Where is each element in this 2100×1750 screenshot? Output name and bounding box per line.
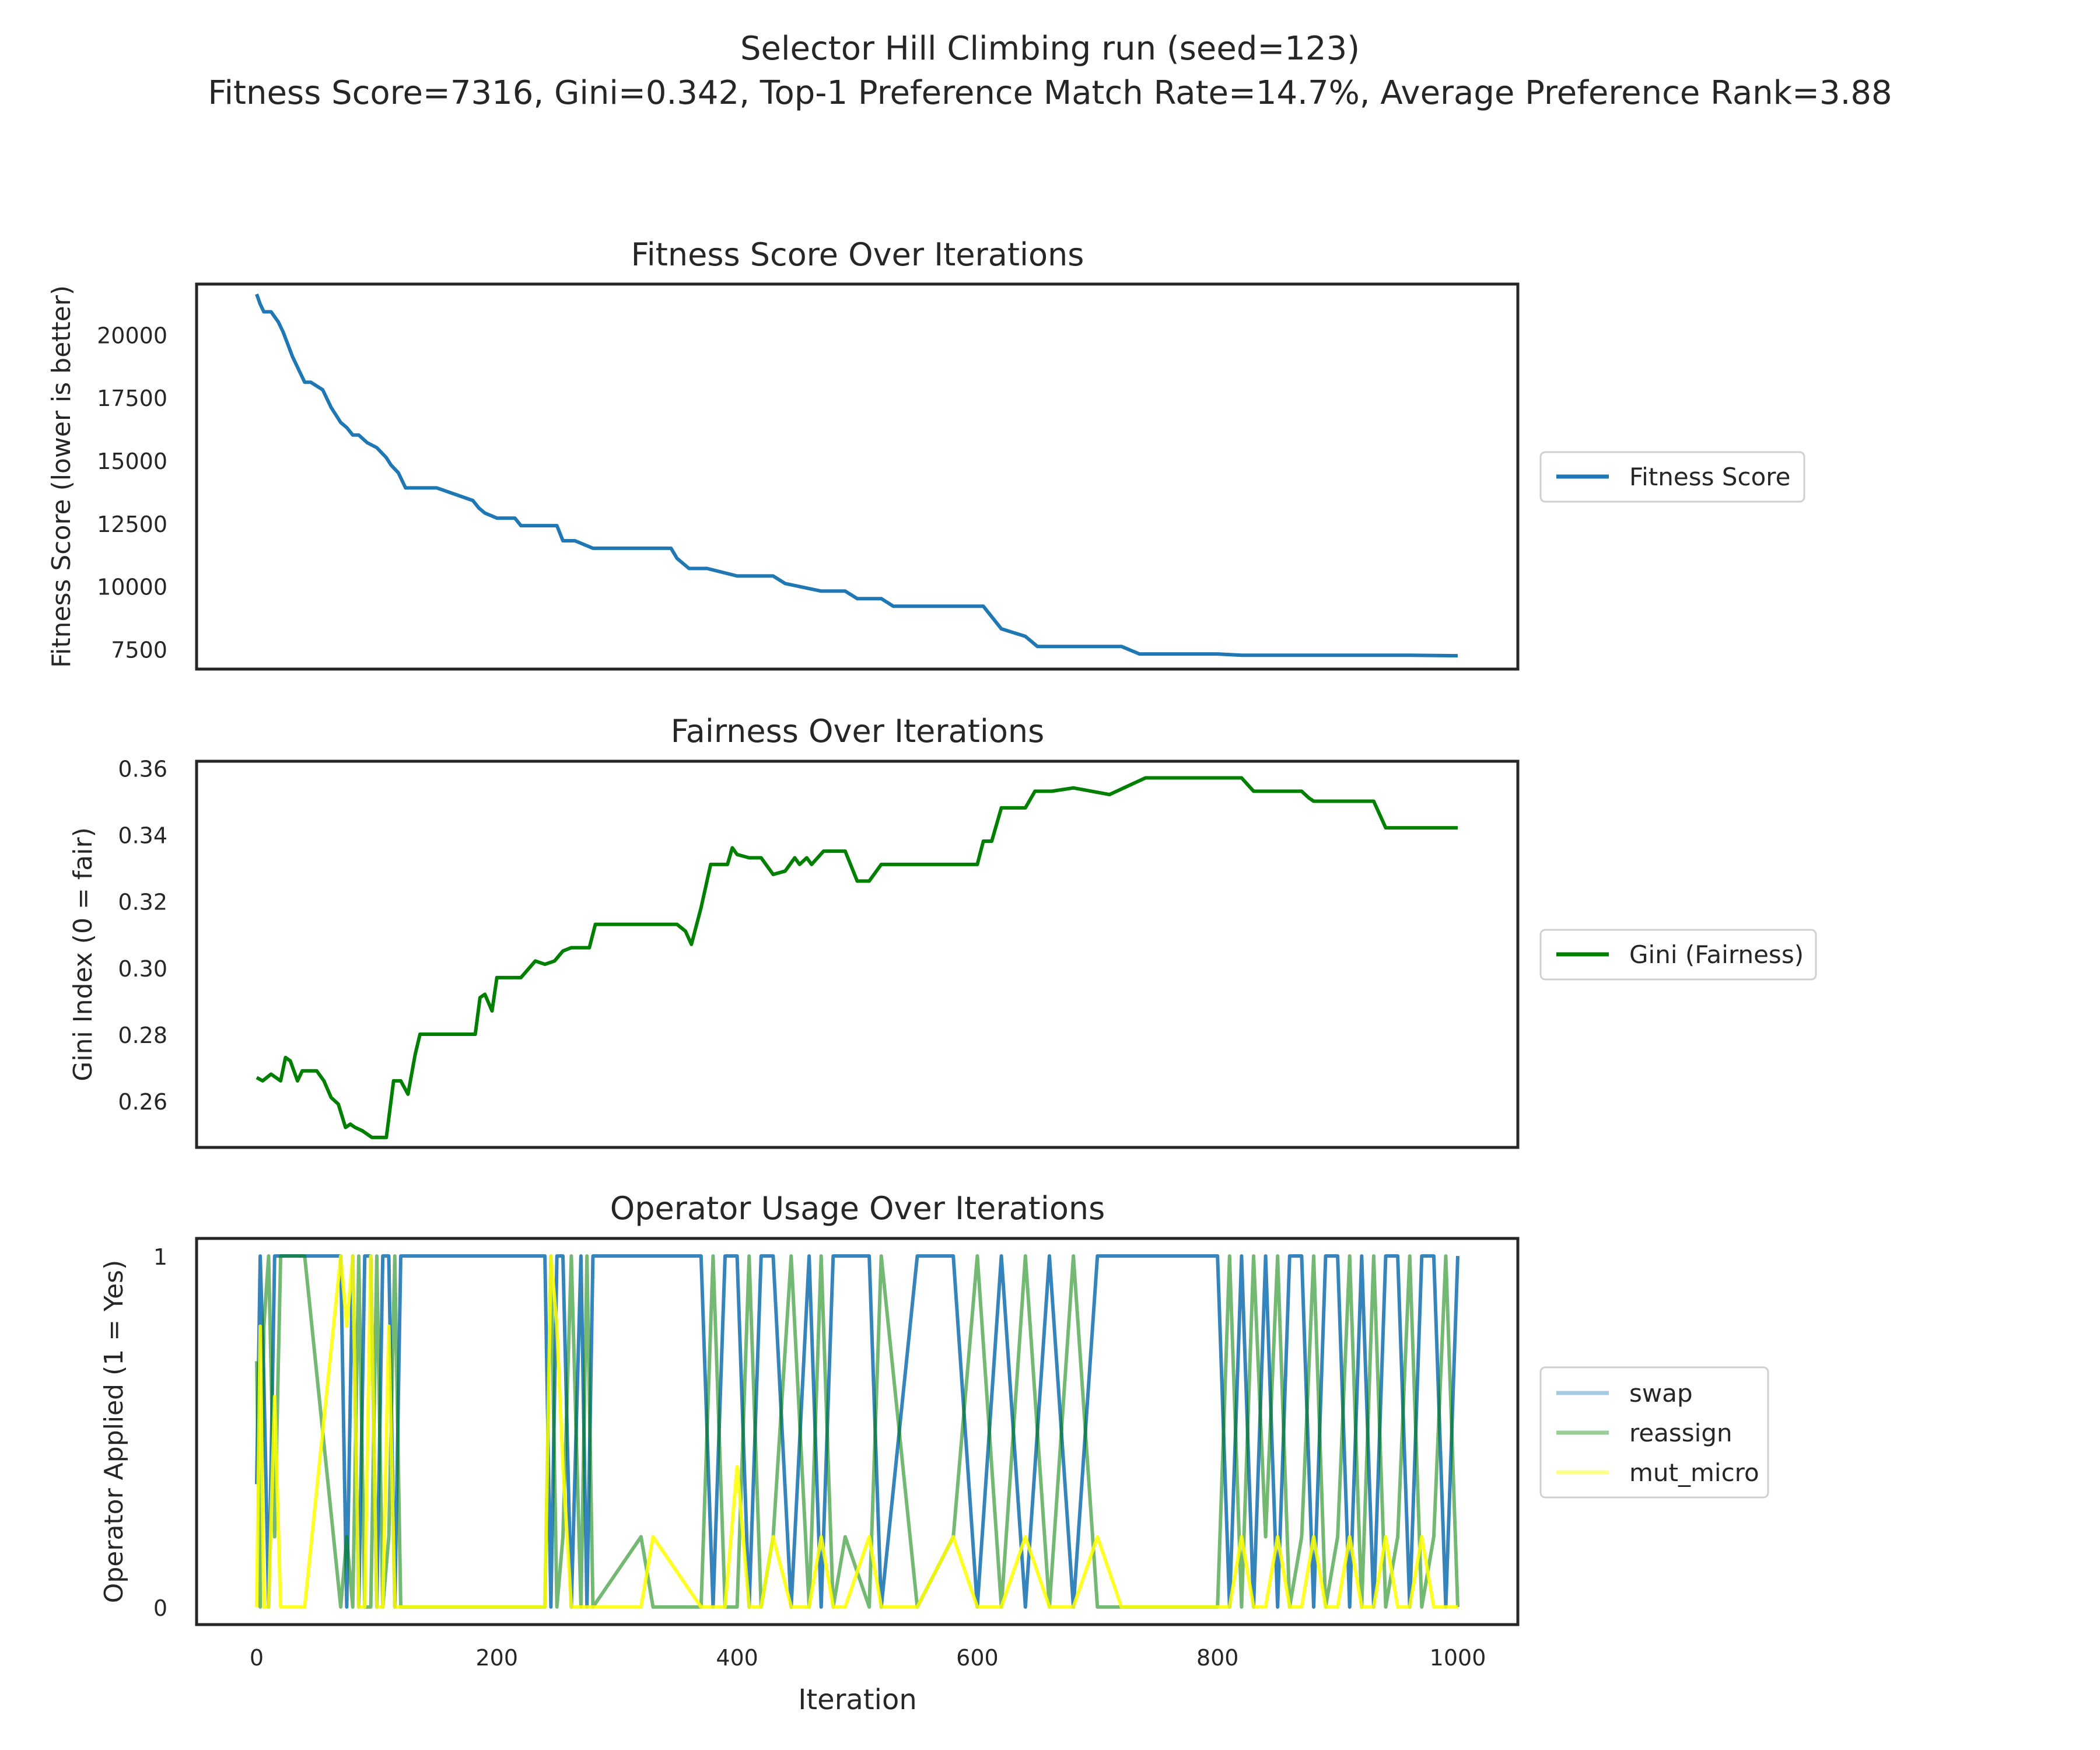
fitness-y-tick-label: 10000: [97, 575, 167, 600]
operator-x-tick-label: 800: [1196, 1645, 1239, 1671]
operator-x-axis-label: Iteration: [798, 1684, 917, 1716]
fitness-legend-label: Fitness Score: [1629, 463, 1790, 491]
fairness-chart-title: Fairness Over Iterations: [671, 713, 1045, 750]
operator-legend: swap reassign mut_micro: [1539, 1366, 1769, 1499]
operator-legend-label-reassign: reassign: [1629, 1419, 1732, 1447]
operator-y-tick-label: 0: [153, 1595, 167, 1621]
fitness-series-line-fitness-score: [255, 293, 1458, 658]
operator-x-ticks: 0 200 400 600 800 1000: [250, 1645, 1486, 1671]
fitness-legend: Fitness Score: [1539, 451, 1805, 503]
fitness-y-tick-label: 15000: [97, 449, 167, 474]
fairness-axes-frame: [195, 760, 1520, 1149]
fitness-legend-box: [1539, 451, 1805, 503]
fairness-legend: Gini (Fairness): [1539, 929, 1817, 981]
operator-plot-area: [255, 1254, 1460, 1609]
fitness-plot-area: [255, 293, 1458, 658]
operator-y-axis-label: Operator Applied (1 = Yes): [99, 1260, 129, 1604]
fitness-y-tick-label: 7500: [111, 637, 167, 663]
fitness-y-tick-label: 12500: [97, 512, 167, 537]
fitness-y-ticks: 7500 10000 12500 15000 17500 20000: [97, 323, 167, 663]
fairness-chart: Fairness Over Iterations 0.26 0.28 0.30 0.3…: [68, 713, 1817, 1149]
operator-series-line-mut-micro: [255, 1254, 1458, 1609]
fairness-y-tick-label: 0.26: [118, 1089, 167, 1115]
operator-axes-frame: [195, 1237, 1520, 1626]
operator-x-tick-label: 0: [250, 1645, 264, 1671]
fairness-y-ticks: 0.26 0.28 0.30 0.32 0.34 0.36: [118, 756, 167, 1115]
operator-x-tick-label: 1000: [1430, 1645, 1486, 1671]
operator-x-tick-label: 200: [476, 1645, 519, 1671]
fitness-y-tick-label: 17500: [97, 386, 167, 411]
fairness-y-tick-label: 0.32: [118, 890, 167, 915]
fitness-y-tick-label: 20000: [97, 323, 167, 348]
fairness-y-axis-label: Gini Index (0 = fair): [68, 827, 98, 1081]
operator-x-tick-label: 400: [716, 1645, 758, 1671]
operator-legend-label-swap: swap: [1629, 1379, 1693, 1408]
figure-title-line2: Fitness Score=7316, Gini=0.342, Top-1 Pr…: [208, 74, 1892, 112]
operator-legend-label-mut-micro: mut_micro: [1629, 1458, 1759, 1487]
fitness-chart-title: Fitness Score Over Iterations: [631, 236, 1084, 273]
operator-chart: Operator Usage Over Iterations 01 0 200 40…: [99, 1190, 1769, 1716]
fairness-plot-area: [256, 776, 1458, 1139]
fitness-y-axis-label: Fitness Score (lower is better): [47, 285, 76, 668]
fairness-legend-box: [1539, 929, 1817, 981]
fairness-series-line-gini-fairness-: [256, 776, 1458, 1139]
operator-series-line-reassign: [255, 1254, 1460, 1609]
fairness-legend-label: Gini (Fairness): [1629, 940, 1804, 969]
operator-y-ticks: 01: [153, 1244, 167, 1621]
fairness-y-tick-label: 0.30: [118, 956, 167, 982]
fitness-axes-frame: [195, 282, 1520, 671]
operator-chart-title: Operator Usage Over Iterations: [610, 1190, 1105, 1227]
figure-title-line1: Selector Hill Climbing run (seed=123): [740, 30, 1360, 68]
operator-y-tick-label: 1: [153, 1244, 167, 1270]
fairness-y-tick-label: 0.28: [118, 1023, 167, 1048]
fitness-chart: Fitness Score Over Iterations 7500 10000 1…: [47, 236, 1805, 671]
fairness-y-tick-label: 0.36: [118, 756, 167, 782]
operator-legend-box: [1539, 1366, 1769, 1499]
fairness-y-tick-label: 0.34: [118, 823, 167, 849]
operator-x-tick-label: 600: [956, 1645, 999, 1671]
